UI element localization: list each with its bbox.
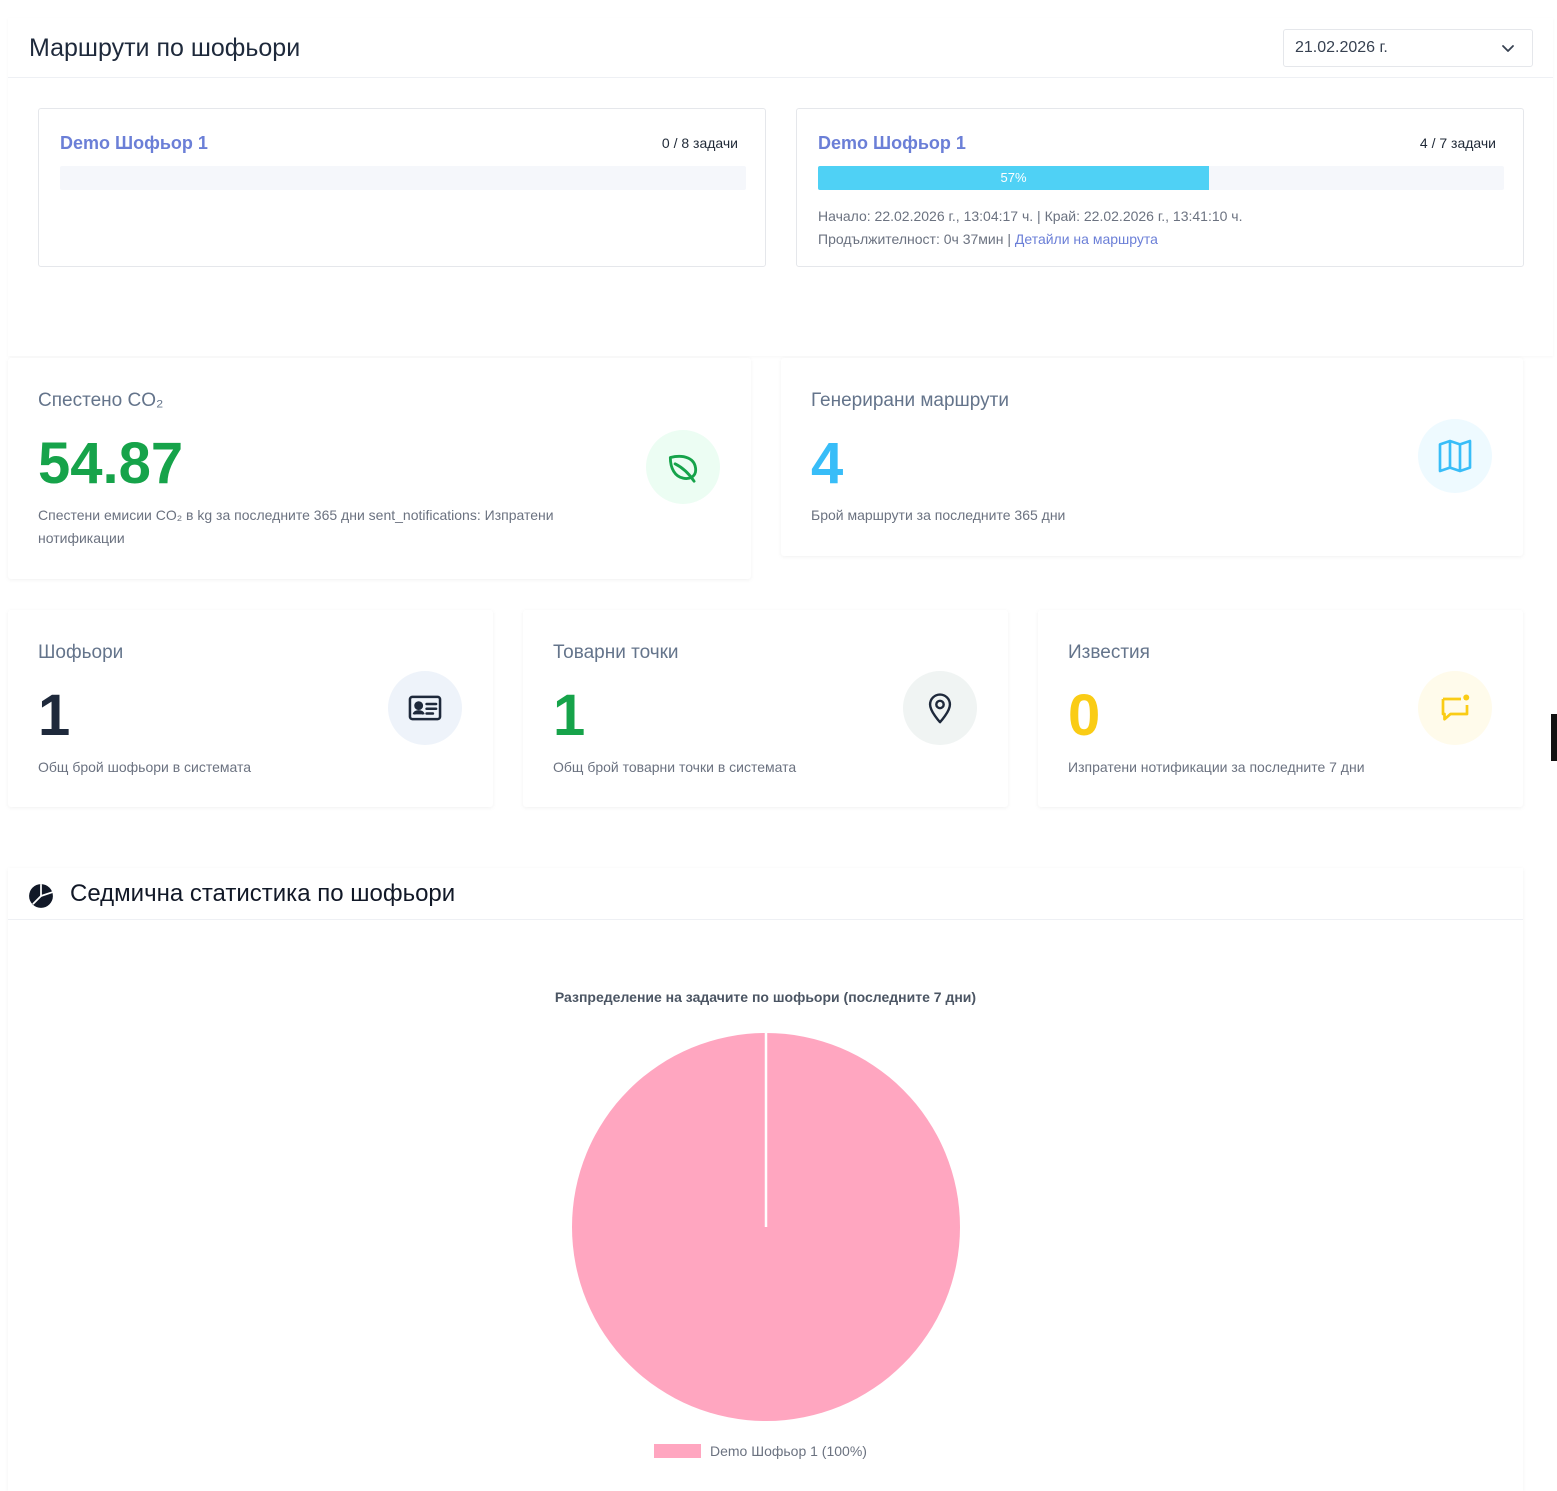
scrollbar-edge <box>1551 714 1557 761</box>
route-progress-fill: 57% <box>818 166 1210 190</box>
routes-title: Маршрути по шофьори <box>29 34 301 62</box>
date-select[interactable]: 21.02.2026 г. <box>1283 29 1533 67</box>
route-meta: Начало: 22.02.2026 г., 13:04:17 ч. | Кра… <box>818 205 1243 251</box>
notifications-value: 0 <box>1068 683 1101 748</box>
legend-label: Demo Шофьор 1 (100%) <box>710 1443 867 1459</box>
route-card-2: Demo Шофьор 1 4 / 7 задачи 57% Начало: 2… <box>796 108 1524 267</box>
drivers-description: Общ брой шофьори в системата <box>38 759 252 775</box>
co2-description-line: нотификации <box>38 530 125 546</box>
routes-panel: Маршрути по шофьори 21.02.2026 г. Demo Ш… <box>8 18 1553 356</box>
points-card: Товарни точки 1 Общ брой товарни точки в… <box>523 610 1008 807</box>
chart-legend[interactable]: Demo Шофьор 1 (100%) <box>654 1443 867 1459</box>
drivers-value: 1 <box>38 683 71 748</box>
co2-description-line: Спестени емисии CO₂ в kg за последните 3… <box>38 507 554 523</box>
generated-routes-card: Генерирани маршрути 4 Брой маршрути за п… <box>781 358 1523 556</box>
route-card-1: Demo Шофьор 1 0 / 8 задачи <box>38 108 766 267</box>
generated-routes-title: Генерирани маршрути <box>811 390 1009 411</box>
id-card-icon <box>388 671 462 745</box>
chevron-down-icon <box>1502 45 1514 52</box>
generated-routes-value: 4 <box>811 431 844 496</box>
route-time-range: Начало: 22.02.2026 г., 13:04:17 ч. | Кра… <box>818 208 1243 224</box>
points-value: 1 <box>553 683 586 748</box>
message-icon <box>1418 671 1492 745</box>
weekly-stats-header: Седмична статистика по шофьори <box>8 868 1523 920</box>
route-details-link[interactable]: Детайли на маршрута <box>1014 231 1158 247</box>
co2-description: Спестени емисии CO₂ в kg за последните 3… <box>38 504 554 550</box>
legend-swatch <box>654 1444 701 1458</box>
location-pin-icon <box>903 671 977 745</box>
drivers-card: Шофьори 1 Общ брой шофьори в системата <box>8 610 493 807</box>
leaf-icon <box>646 430 720 504</box>
pie-chart-icon <box>29 884 53 908</box>
routes-header: Маршрути по шофьори 21.02.2026 г. <box>8 18 1553 78</box>
drivers-title: Шофьори <box>38 642 124 663</box>
route-duration: Продължителност: 0ч 37мин | <box>818 231 1011 247</box>
route-progress-bar: 57% <box>818 166 1504 190</box>
route-card-task-count: 4 / 7 задачи <box>1419 135 1496 151</box>
route-card-driver-name[interactable]: Demo Шофьор 1 <box>818 133 966 153</box>
notifications-title: Известия <box>1068 642 1150 663</box>
co2-title: Спестено CO₂ <box>38 390 164 411</box>
generated-routes-description: Брой маршрути за последните 365 дни <box>811 507 1066 523</box>
co2-value: 54.87 <box>38 431 184 496</box>
route-duration-line: Продължителност: 0ч 37мин | Детайли на м… <box>818 228 1243 251</box>
map-icon <box>1418 419 1492 493</box>
points-description: Общ брой товарни точки в системата <box>553 759 797 775</box>
date-select-value: 21.02.2026 г. <box>1295 39 1388 56</box>
route-card-driver-name[interactable]: Demo Шофьор 1 <box>60 133 208 153</box>
notifications-card: Известия 0 Изпратени нотификации за посл… <box>1038 610 1523 807</box>
points-title: Товарни точки <box>553 642 679 663</box>
weekly-stats-title: Седмична статистика по шофьори <box>70 880 456 907</box>
notifications-description: Изпратени нотификации за последните 7 дн… <box>1068 759 1365 775</box>
chart-title: Разпределение на задачите по шофьори (по… <box>554 989 977 1005</box>
co2-card: Спестено CO₂ 54.87 Спестени емисии CO₂ в… <box>8 358 751 579</box>
pie-chart <box>572 1033 960 1421</box>
route-card-task-count: 0 / 8 задачи <box>661 135 738 151</box>
route-progress-bar <box>60 166 746 190</box>
